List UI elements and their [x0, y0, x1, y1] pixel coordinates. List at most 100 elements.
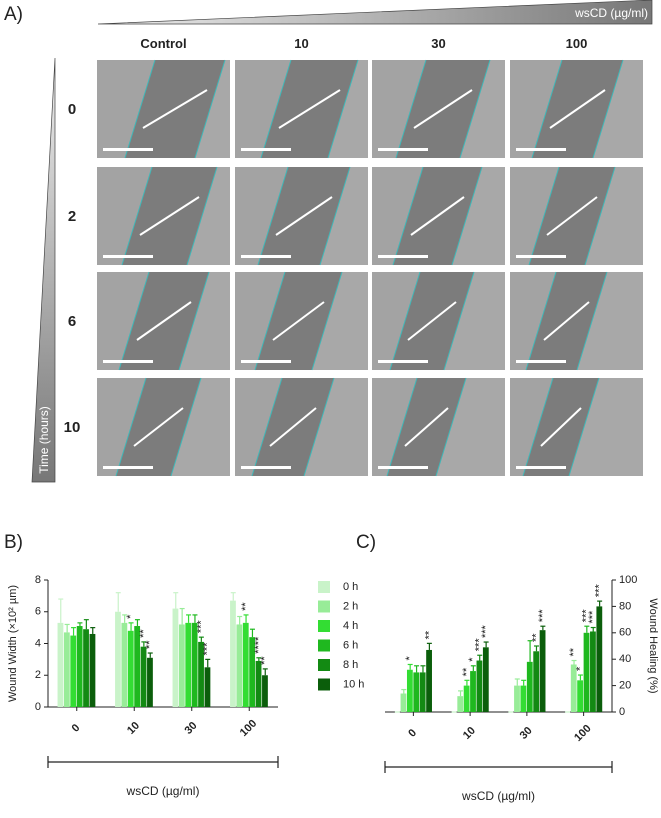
wound-edge — [311, 271, 343, 371]
bar — [83, 629, 89, 707]
bar — [583, 632, 590, 712]
concentration-label: wsCD (µg/ml) — [574, 6, 648, 20]
wound-arrow — [543, 301, 590, 341]
significance-marker: *** — [587, 610, 599, 624]
wound-arrow — [139, 196, 200, 236]
significance-marker: *** — [480, 624, 492, 638]
bar — [476, 660, 483, 712]
cell-region — [569, 378, 643, 476]
row-label: 10 — [64, 419, 81, 436]
x-axis-label: wsCD (µg/ml) — [461, 789, 535, 803]
scale-bar — [378, 360, 428, 363]
significance-marker: * — [125, 614, 137, 619]
significance-marker: *** — [581, 609, 593, 623]
significance-marker: * — [574, 666, 586, 671]
legend-label: 8 h — [343, 659, 358, 671]
wound-edge — [257, 166, 289, 266]
cell-region — [510, 272, 556, 370]
scale-bar — [516, 255, 566, 258]
scale-bar — [241, 466, 291, 469]
wound-edge — [170, 377, 202, 477]
legend-swatch — [318, 620, 330, 632]
significance-marker: *** — [537, 609, 549, 623]
wound-edge — [451, 166, 483, 266]
wound-edge — [522, 377, 554, 477]
cell-region — [235, 272, 285, 370]
legend-swatch — [318, 581, 330, 593]
significance-marker: * — [467, 657, 479, 662]
cell-region — [585, 167, 643, 265]
image-grid: Control 10 30 100 0 2 6 10 — [64, 36, 643, 477]
significance-marker: ** — [144, 640, 156, 649]
cell-region — [97, 272, 149, 370]
scale-bar — [516, 466, 566, 469]
significance-marker: ** — [530, 633, 542, 642]
wound-edge — [178, 271, 210, 371]
bar — [400, 693, 407, 712]
significance-marker: ** — [461, 667, 473, 676]
cell-region — [444, 272, 505, 370]
scale-bar — [241, 255, 291, 258]
column-header: 10 — [294, 36, 308, 51]
bar — [185, 622, 192, 707]
wound-arrow — [136, 301, 192, 341]
wound-edge — [124, 59, 156, 159]
panel-label: C) — [356, 532, 376, 553]
bar — [426, 649, 432, 712]
concentration-wedge — [97, 0, 653, 25]
cell-region — [577, 272, 643, 370]
scale-bar — [103, 360, 153, 363]
panel-label: B) — [4, 532, 23, 553]
bar — [419, 672, 426, 712]
scale-bar — [378, 466, 428, 469]
scale-bar — [103, 255, 153, 258]
wound-arrow — [549, 89, 606, 129]
wound-edge — [528, 166, 560, 266]
legend-swatch — [318, 678, 330, 691]
row-label: 2 — [68, 208, 76, 225]
bar — [191, 622, 198, 707]
wound-arrow — [404, 407, 449, 447]
legend-label: 6 h — [343, 639, 358, 651]
legend-label: 4 h — [343, 620, 358, 632]
y-tick-label: 4 — [35, 637, 41, 649]
significance-marker: ** — [240, 602, 252, 611]
bar — [590, 631, 596, 712]
wound-edge — [186, 166, 218, 266]
y-axis-label: Wound Healing (%) — [647, 598, 659, 693]
wound-edge — [568, 377, 600, 477]
cell-region — [97, 167, 152, 265]
bar — [514, 685, 520, 712]
wound-edge — [525, 271, 557, 371]
legend-label: 2 h — [343, 600, 358, 612]
wound-arrow — [410, 196, 465, 236]
significance-marker: * — [404, 655, 416, 660]
x-tick-label: 10 — [125, 720, 142, 737]
bar — [204, 667, 211, 707]
cell-region — [320, 167, 368, 265]
bar — [230, 600, 236, 707]
cell-region — [593, 60, 643, 158]
wound-edge — [118, 271, 150, 371]
cell-region — [97, 60, 155, 158]
bar — [470, 671, 476, 712]
cell-region — [97, 378, 146, 476]
cell-region — [171, 378, 230, 476]
cell-region — [304, 378, 368, 476]
wound-arrow — [278, 89, 341, 129]
legend-swatch — [318, 639, 330, 652]
cell-region — [179, 272, 230, 370]
significance-marker: *** — [594, 584, 606, 598]
bar — [63, 632, 70, 707]
bar — [413, 672, 420, 712]
scale-bar — [516, 360, 566, 363]
legend-label: 0 h — [343, 581, 358, 593]
y-tick-label: 8 — [35, 574, 41, 586]
bar — [255, 660, 262, 707]
scale-bar — [516, 148, 566, 151]
cell-region — [235, 167, 288, 265]
cell-region — [372, 378, 417, 476]
legend-swatch — [318, 659, 330, 671]
bar — [76, 626, 83, 707]
